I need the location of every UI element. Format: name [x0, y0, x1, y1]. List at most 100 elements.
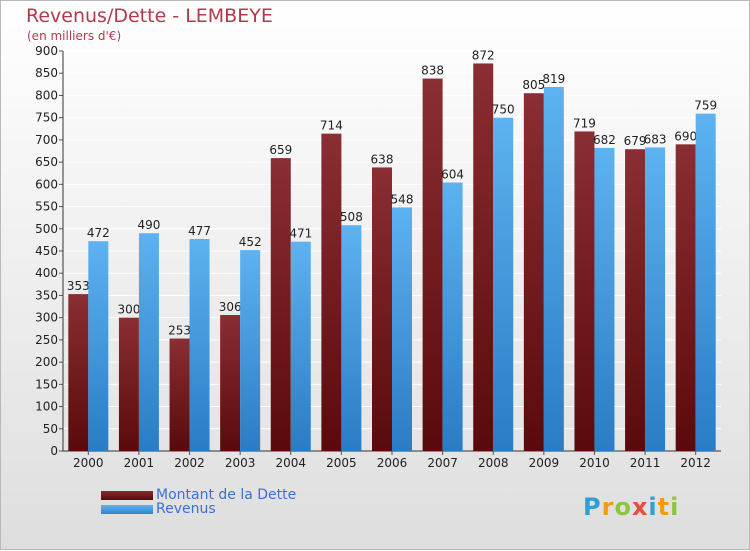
y-tick-label: 900	[35, 44, 58, 58]
data-label: 714	[320, 119, 343, 133]
y-tick-label: 100	[35, 400, 58, 414]
bar-revenus	[493, 117, 514, 452]
y-tick-label: 450	[35, 244, 58, 258]
bar-dette	[220, 315, 241, 451]
bar-dette	[68, 294, 89, 451]
proxiti-logo: Proxiti	[583, 493, 679, 521]
x-tick-label: 2010	[579, 456, 610, 470]
bar-revenus	[594, 147, 615, 451]
y-tick-label: 400	[35, 266, 58, 280]
logo-letter: t	[657, 493, 671, 521]
y-tick-label: 800	[35, 88, 58, 102]
bar-dette	[675, 144, 696, 452]
bar-revenus	[240, 250, 261, 451]
x-tick-label: 2002	[174, 456, 205, 470]
data-label: 759	[694, 99, 717, 113]
legend-label-dette: Montant de la Dette	[156, 487, 297, 503]
y-tick-label: 500	[35, 222, 58, 236]
y-tick-label: 650	[35, 155, 58, 169]
bar-dette	[523, 93, 544, 451]
data-label: 750	[492, 103, 515, 117]
y-tick-label: 850	[35, 66, 58, 80]
bar-revenus	[543, 87, 564, 451]
legend-swatch-dette	[101, 490, 153, 500]
data-label: 838	[421, 64, 444, 78]
logo-letter: i	[670, 493, 680, 521]
legend-item-revenus: Revenus	[101, 501, 216, 517]
logo-letter: i	[648, 493, 658, 521]
data-label: 508	[340, 210, 363, 224]
bar-dette	[270, 158, 291, 451]
bar-revenus	[290, 241, 311, 451]
bar-dette	[372, 167, 392, 451]
data-label: 719	[573, 116, 596, 130]
x-tick-label: 2003	[225, 456, 256, 470]
y-tick-label: 300	[35, 311, 58, 325]
logo-letter: o	[614, 493, 632, 521]
data-label: 471	[289, 227, 312, 241]
bar-revenus	[645, 147, 666, 451]
legend-swatch-revenus	[101, 504, 153, 514]
data-label: 690	[674, 129, 697, 143]
x-tick-label: 2006	[377, 456, 408, 470]
x-tick-label: 2012	[680, 456, 711, 470]
data-label: 353	[67, 279, 90, 293]
y-tick-label: 600	[35, 177, 58, 191]
legend-item-dette: Montant de la Dette	[101, 487, 297, 503]
y-tick-label: 200	[35, 355, 58, 369]
data-label: 548	[391, 192, 414, 206]
bar-revenus	[442, 182, 463, 452]
y-tick-label: 550	[35, 200, 58, 214]
bar-dette	[473, 63, 494, 451]
x-tick-label: 2001	[124, 456, 155, 470]
data-label: 477	[188, 224, 211, 238]
data-label: 300	[117, 303, 140, 317]
bar-dette	[169, 338, 190, 451]
data-label: 638	[371, 152, 394, 166]
x-tick-label: 2007	[427, 456, 458, 470]
x-tick-label: 2004	[275, 456, 306, 470]
data-label: 452	[239, 235, 262, 249]
x-tick-label: 2009	[529, 456, 560, 470]
chart-subtitle: (en milliers d'€)	[27, 29, 122, 43]
x-tick-label: 2005	[326, 456, 357, 470]
logo-letter: x	[631, 493, 649, 521]
bar-revenus	[189, 239, 210, 451]
data-label: 805	[522, 78, 545, 92]
data-label: 819	[542, 72, 565, 86]
data-label: 604	[441, 168, 464, 182]
y-tick-label: 0	[50, 444, 58, 458]
y-tick-label: 150	[35, 377, 58, 391]
data-label: 872	[472, 48, 495, 62]
logo-letter: r	[601, 493, 615, 521]
data-label: 679	[624, 134, 647, 148]
data-label: 472	[87, 226, 110, 240]
data-label: 683	[644, 132, 667, 146]
y-tick-label: 250	[35, 333, 58, 347]
bar-dette	[321, 133, 342, 451]
data-label: 490	[137, 218, 160, 232]
data-label: 682	[593, 133, 616, 147]
legend-label-revenus: Revenus	[156, 501, 216, 517]
bar-dette	[118, 317, 139, 451]
data-label: 253	[168, 324, 191, 338]
x-tick-label: 2011	[630, 456, 661, 470]
bar-dette	[625, 149, 646, 451]
bar-revenus	[392, 207, 412, 451]
chart-title: Revenus/Dette - LEMBEYE	[26, 5, 273, 27]
x-tick-label: 2008	[478, 456, 509, 470]
y-tick-label: 50	[43, 422, 58, 436]
data-label: 306	[219, 300, 242, 314]
y-tick-label: 750	[35, 111, 58, 125]
bar-revenus	[695, 113, 716, 452]
bar-dette	[574, 131, 595, 451]
bar-revenus	[138, 233, 159, 451]
logo-letter: P	[583, 493, 602, 521]
x-tick-label: 2000	[73, 456, 104, 470]
data-label: 659	[269, 143, 292, 157]
bar-revenus	[341, 225, 362, 451]
y-tick-label: 350	[35, 288, 58, 302]
bar-dette	[422, 78, 443, 452]
